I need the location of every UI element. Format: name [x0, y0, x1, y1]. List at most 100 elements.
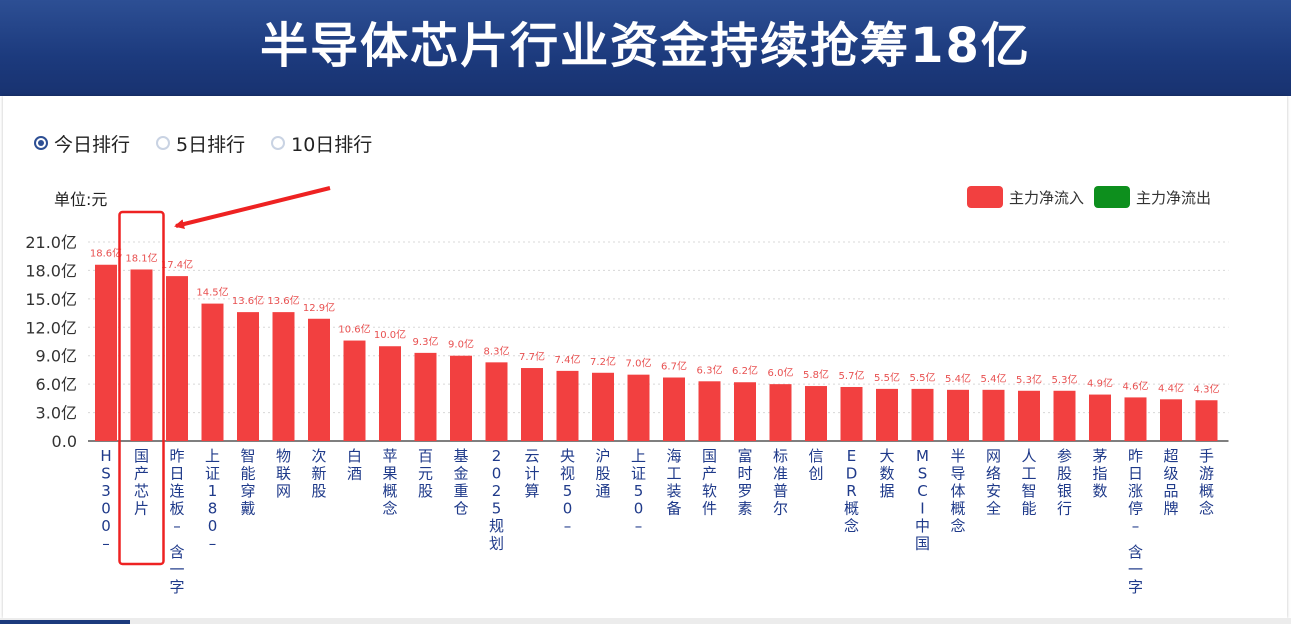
y-tick-label: 6.0亿 [36, 375, 77, 394]
y-tick-label: 18.0亿 [25, 261, 77, 280]
bar [663, 377, 685, 441]
bar-value-label: 8.3亿 [484, 344, 510, 357]
category-label: 百元股 [418, 447, 433, 500]
radio-icon[interactable] [271, 136, 286, 150]
legend-item-outflow[interactable]: 主力净流出 [1094, 186, 1211, 208]
chart-legend: 主力净流入 主力净流出 [967, 186, 1221, 208]
bar [485, 362, 508, 441]
bar [272, 312, 295, 441]
y-tick-label: 15.0亿 [25, 290, 77, 309]
category-label: 人工智能 [1021, 447, 1036, 518]
legend-swatch-outflow [1094, 186, 1131, 208]
y-tick-label: 21.0亿 [25, 233, 77, 252]
bar-value-label: 4.4亿 [1158, 381, 1184, 394]
y-tick-label: 12.0亿 [25, 318, 77, 337]
bar-value-label: 9.0亿 [448, 338, 474, 351]
bar [414, 352, 437, 441]
bar-value-label: 13.6亿 [267, 294, 299, 307]
bar-value-label: 4.9亿 [1087, 377, 1113, 390]
tab-5day-label: 5日排行 [176, 133, 246, 156]
bar [840, 386, 863, 441]
category-label: 大数据 [879, 447, 894, 500]
tab-10day[interactable]: 10日排行 [271, 130, 372, 157]
tab-today[interactable]: 今日排行 [34, 130, 130, 157]
category-label: 云计算 [524, 447, 539, 500]
bar [947, 389, 969, 441]
radio-selected-icon[interactable] [34, 136, 48, 150]
y-tick-label: 3.0亿 [36, 404, 77, 423]
category-label: 超级品牌 [1163, 447, 1178, 518]
category-label: 沪股通 [595, 447, 610, 500]
category-label: 手游概念 [1199, 447, 1214, 518]
category-label: 基金重仓 [453, 447, 468, 518]
title-banner: 半导体芯片行业资金持续抢筹18亿 [0, 0, 1291, 96]
bar [308, 318, 330, 441]
category-label: 昨日连板–含一字 [169, 447, 184, 596]
y-tick-label: 9.0亿 [36, 347, 77, 366]
page-title: 半导体芯片行业资金持续抢筹18亿 [260, 18, 1031, 74]
category-label: 网络安全 [986, 447, 1001, 518]
bar-value-label: 5.3亿 [1052, 373, 1078, 386]
bar-value-label: 7.7亿 [519, 350, 545, 363]
y-tick-label: 0.0 [52, 432, 77, 451]
highlight-box [118, 210, 165, 566]
bar [876, 388, 898, 441]
legend-item-inflow[interactable]: 主力净流入 [967, 186, 1084, 208]
bar [95, 264, 117, 441]
category-label: 国产芯片 [134, 447, 149, 518]
category-label: 上证 5 0– [631, 447, 646, 535]
category-label: 昨日涨停–含一字 [1128, 447, 1143, 596]
bar [1018, 390, 1040, 441]
bar-value-label: 10.0亿 [374, 328, 406, 341]
bar-value-label: 5.4亿 [981, 372, 1007, 385]
category-label: 茅指数 [1092, 447, 1107, 500]
category-label: M S C I 中国 [915, 447, 930, 553]
category-label: 次新股 [311, 447, 326, 500]
bar-value-label: 7.0亿 [626, 357, 652, 370]
category-label: 2 0 2 5 规划 [489, 447, 504, 553]
unit-label: 单位:元 [54, 190, 108, 209]
bar [450, 355, 472, 441]
bar [698, 381, 721, 441]
bar-value-label: 6.0亿 [768, 366, 794, 379]
tab-today-label: 今日排行 [54, 133, 131, 156]
bar [805, 386, 827, 441]
category-label: 白酒 [347, 447, 362, 483]
bar [592, 372, 614, 441]
bar [1124, 397, 1147, 441]
annotation-arrow [174, 186, 331, 229]
radio-icon[interactable] [156, 136, 171, 150]
bar-value-label: 18.6亿 [90, 247, 122, 260]
category-label: 参股银行 [1057, 447, 1072, 518]
bar [1053, 390, 1076, 441]
legend-label-outflow: 主力净流出 [1136, 188, 1212, 207]
bar [1195, 400, 1218, 441]
bar-value-label: 12.9亿 [303, 301, 335, 314]
category-label: H S 3 0 0– [100, 447, 111, 553]
bar [734, 382, 756, 441]
legend-label-inflow: 主力净流入 [1009, 188, 1085, 207]
tab-10day-label: 10日排行 [291, 133, 373, 156]
bar [627, 374, 650, 441]
category-label: 国产软件 [702, 447, 717, 518]
tab-5day[interactable]: 5日排行 [156, 130, 245, 157]
bar [343, 340, 366, 441]
category-label: E D R 概念 [844, 447, 859, 535]
category-label: 半导体概念 [950, 447, 965, 535]
bar-value-label: 5.7亿 [839, 369, 865, 382]
bar-value-label: 6.7亿 [661, 360, 687, 373]
category-label: 上证 1 8 0– [205, 447, 220, 553]
bar-value-label: 5.8亿 [803, 368, 829, 381]
category-label: 苹果概念 [382, 447, 397, 518]
ranking-tabs: 今日排行 5日排行 10日排行 [34, 128, 398, 158]
bar [166, 276, 188, 441]
category-label: 标准普尔 [773, 447, 788, 518]
bar-value-label: 6.3亿 [697, 363, 723, 376]
bar-value-label: 4.3亿 [1194, 382, 1220, 395]
bar-value-label: 4.6亿 [1123, 379, 1149, 392]
bottom-bar [0, 618, 1291, 624]
category-label: 海工装备 [666, 447, 681, 518]
bar-value-label: 9.3亿 [413, 335, 439, 348]
category-label: 信创 [808, 447, 823, 483]
